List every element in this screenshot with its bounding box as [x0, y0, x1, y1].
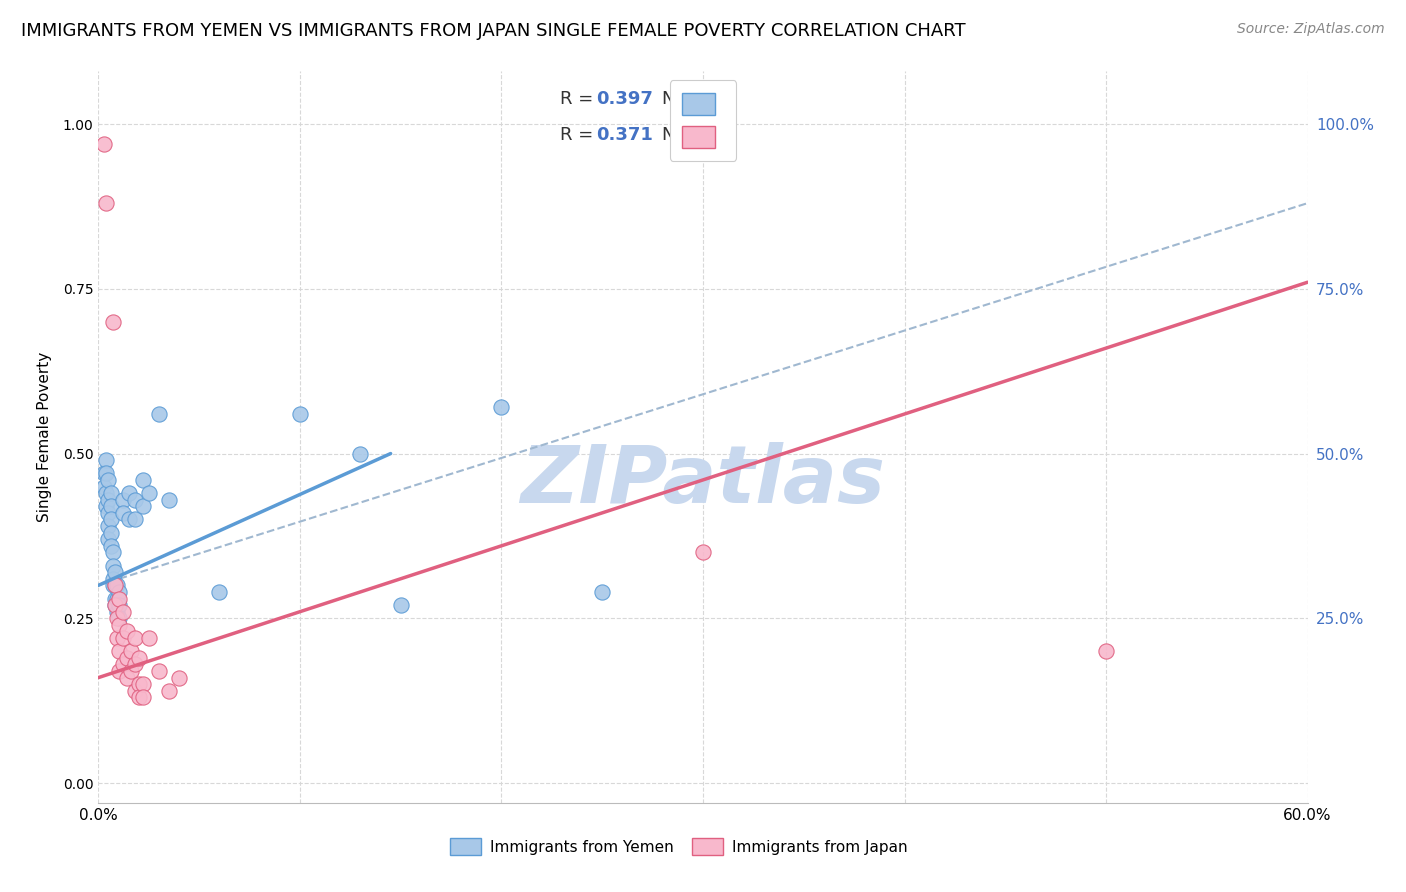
Point	[349, 446, 371, 460]
Point	[132, 500, 155, 514]
Point	[389, 598, 412, 612]
Point	[120, 664, 142, 678]
Point	[96, 500, 118, 514]
Point	[101, 545, 124, 559]
Point	[124, 631, 146, 645]
Point	[115, 671, 138, 685]
Point	[138, 631, 160, 645]
Point	[103, 598, 125, 612]
Point	[96, 467, 118, 481]
Point	[591, 585, 613, 599]
Point	[118, 486, 141, 500]
Point	[103, 565, 125, 579]
Point	[491, 401, 513, 415]
Point	[105, 611, 128, 625]
Point	[103, 591, 125, 606]
Point	[93, 136, 115, 151]
Point	[107, 644, 129, 658]
Text: R =: R =	[561, 90, 599, 108]
Point	[97, 533, 120, 547]
Text: ZIPatlas: ZIPatlas	[520, 442, 886, 520]
Point	[105, 631, 128, 645]
Point	[96, 486, 118, 500]
Point	[103, 578, 125, 592]
Point	[128, 690, 150, 705]
Point	[124, 512, 146, 526]
Y-axis label: Single Female Poverty: Single Female Poverty	[37, 352, 52, 522]
Text: R =: R =	[561, 126, 599, 145]
Point	[1095, 644, 1118, 658]
Text: N =: N =	[662, 126, 702, 145]
Point	[100, 539, 122, 553]
Point	[128, 677, 150, 691]
Text: 0.371: 0.371	[596, 126, 654, 145]
Point	[288, 407, 311, 421]
Point	[101, 578, 124, 592]
Point	[93, 467, 115, 481]
Point	[111, 492, 134, 507]
Point	[124, 657, 146, 672]
Point	[208, 585, 231, 599]
Point	[105, 591, 128, 606]
Point	[107, 598, 129, 612]
Point	[96, 196, 118, 211]
Point	[105, 605, 128, 619]
Point	[138, 486, 160, 500]
Point	[107, 591, 129, 606]
Point	[105, 578, 128, 592]
Text: Source: ZipAtlas.com: Source: ZipAtlas.com	[1237, 22, 1385, 37]
Point	[111, 657, 134, 672]
Point	[148, 407, 170, 421]
Point	[120, 644, 142, 658]
Point	[93, 479, 115, 493]
Point	[111, 605, 134, 619]
Point	[97, 492, 120, 507]
Point	[157, 683, 180, 698]
Point	[167, 671, 190, 685]
Point	[107, 611, 129, 625]
Point	[101, 558, 124, 573]
Point	[157, 492, 180, 507]
Legend: Immigrants from Yemen, Immigrants from Japan: Immigrants from Yemen, Immigrants from J…	[444, 832, 914, 861]
Point	[132, 690, 155, 705]
Point	[100, 525, 122, 540]
Point	[96, 453, 118, 467]
Point	[101, 315, 124, 329]
Text: 35: 35	[693, 126, 718, 145]
Point	[692, 545, 714, 559]
Point	[101, 572, 124, 586]
Point	[107, 618, 129, 632]
Text: 0.397: 0.397	[596, 90, 654, 108]
Text: IMMIGRANTS FROM YEMEN VS IMMIGRANTS FROM JAPAN SINGLE FEMALE POVERTY CORRELATION: IMMIGRANTS FROM YEMEN VS IMMIGRANTS FROM…	[21, 22, 966, 40]
Point	[115, 650, 138, 665]
Point	[97, 506, 120, 520]
Point	[103, 578, 125, 592]
Text: N =: N =	[662, 90, 702, 108]
Point	[97, 473, 120, 487]
Point	[118, 512, 141, 526]
Point	[100, 512, 122, 526]
Point	[97, 519, 120, 533]
Point	[132, 473, 155, 487]
Point	[107, 585, 129, 599]
Point	[124, 492, 146, 507]
Point	[107, 664, 129, 678]
Point	[115, 624, 138, 639]
Point	[124, 683, 146, 698]
Point	[103, 598, 125, 612]
Point	[128, 650, 150, 665]
Text: 47: 47	[693, 90, 718, 108]
Point	[100, 486, 122, 500]
Point	[100, 500, 122, 514]
Point	[111, 506, 134, 520]
Point	[132, 677, 155, 691]
Point	[148, 664, 170, 678]
Point	[111, 631, 134, 645]
